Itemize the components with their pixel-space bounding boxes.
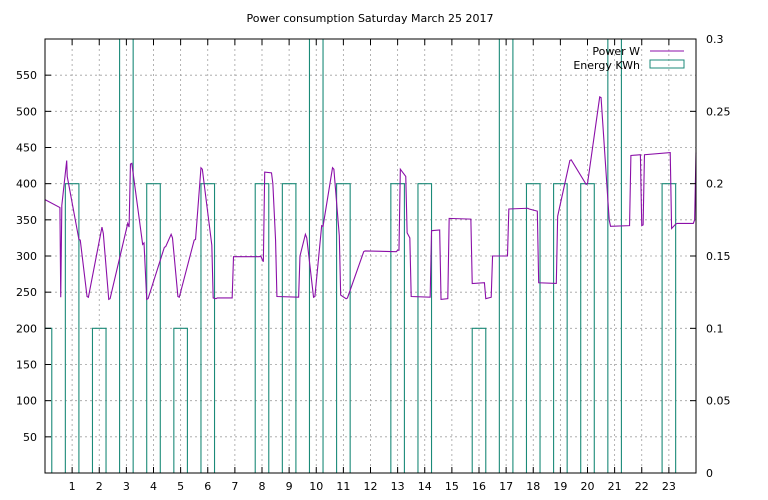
- y-tick-label: 500: [16, 105, 37, 118]
- x-tick-label: 8: [259, 480, 266, 493]
- x-tick-label: 7: [231, 480, 238, 493]
- x-tick-label: 3: [123, 480, 130, 493]
- x-tick-label: 2: [96, 480, 103, 493]
- x-tick-label: 23: [662, 480, 676, 493]
- x-tick-label: 22: [635, 480, 649, 493]
- y-axis-ticks: 50 100 150 200 250 300 350 400 450 500 550: [16, 69, 51, 444]
- chart-title: Power consumption Saturday March 25 2017: [246, 12, 493, 25]
- y-tick-label: 200: [16, 322, 37, 335]
- y-tick-label: 400: [16, 178, 37, 191]
- x-tick-label: 21: [608, 480, 622, 493]
- legend: Power W Energy KWh: [573, 45, 685, 72]
- x-tick-label: 12: [364, 480, 378, 493]
- y-tick-label: 350: [16, 214, 37, 227]
- y-tick-label: 250: [16, 286, 37, 299]
- x-tick-label: 16: [472, 480, 486, 493]
- x-axis-ticks: 1 2 3 4 5 6 7 8 9 10 11 12 13 14 15 16 17 18 19 20 21 22 23: [69, 39, 676, 493]
- power-series: [44, 96, 697, 301]
- x-tick-label: 20: [581, 480, 595, 493]
- legend-label-power: Power W: [592, 45, 640, 58]
- y2-tick-label: 0.15: [706, 250, 731, 263]
- y2-tick-label: 0.05: [706, 395, 731, 408]
- y2-tick-label: 0.3: [706, 33, 724, 46]
- x-tick-label: 4: [150, 480, 157, 493]
- x-tick-label: 15: [445, 480, 459, 493]
- x-tick-label: 14: [418, 480, 432, 493]
- x-tick-label: 19: [553, 480, 567, 493]
- y2-tick-label: 0.1: [706, 322, 724, 335]
- x-tick-label: 18: [526, 480, 540, 493]
- x-tick-label: 9: [286, 480, 293, 493]
- y-tick-label: 550: [16, 69, 37, 82]
- y-tick-label: 300: [16, 250, 37, 263]
- x-tick-label: 17: [499, 480, 513, 493]
- y2-tick-label: 0.2: [706, 178, 724, 191]
- y2-tick-label: 0.25: [706, 105, 731, 118]
- x-tick-label: 13: [391, 480, 405, 493]
- grid: [45, 39, 696, 473]
- power-line: [44, 96, 697, 301]
- y-tick-label: 150: [16, 359, 37, 372]
- y2-axis-ticks: 0 0.05 0.1 0.15 0.2 0.25 0.3: [690, 33, 731, 480]
- y2-tick-label: 0: [706, 467, 713, 480]
- y-tick-label: 450: [16, 142, 37, 155]
- x-tick-label: 10: [309, 480, 323, 493]
- legend-swatch-energy: [649, 59, 685, 69]
- y-tick-label: 50: [23, 431, 37, 444]
- x-tick-label: 1: [69, 480, 76, 493]
- legend-label-energy: Energy KWh: [573, 59, 640, 72]
- x-tick-label: 11: [336, 480, 350, 493]
- x-tick-label: 5: [177, 480, 184, 493]
- x-tick-label: 6: [204, 480, 211, 493]
- y-tick-label: 100: [16, 395, 37, 408]
